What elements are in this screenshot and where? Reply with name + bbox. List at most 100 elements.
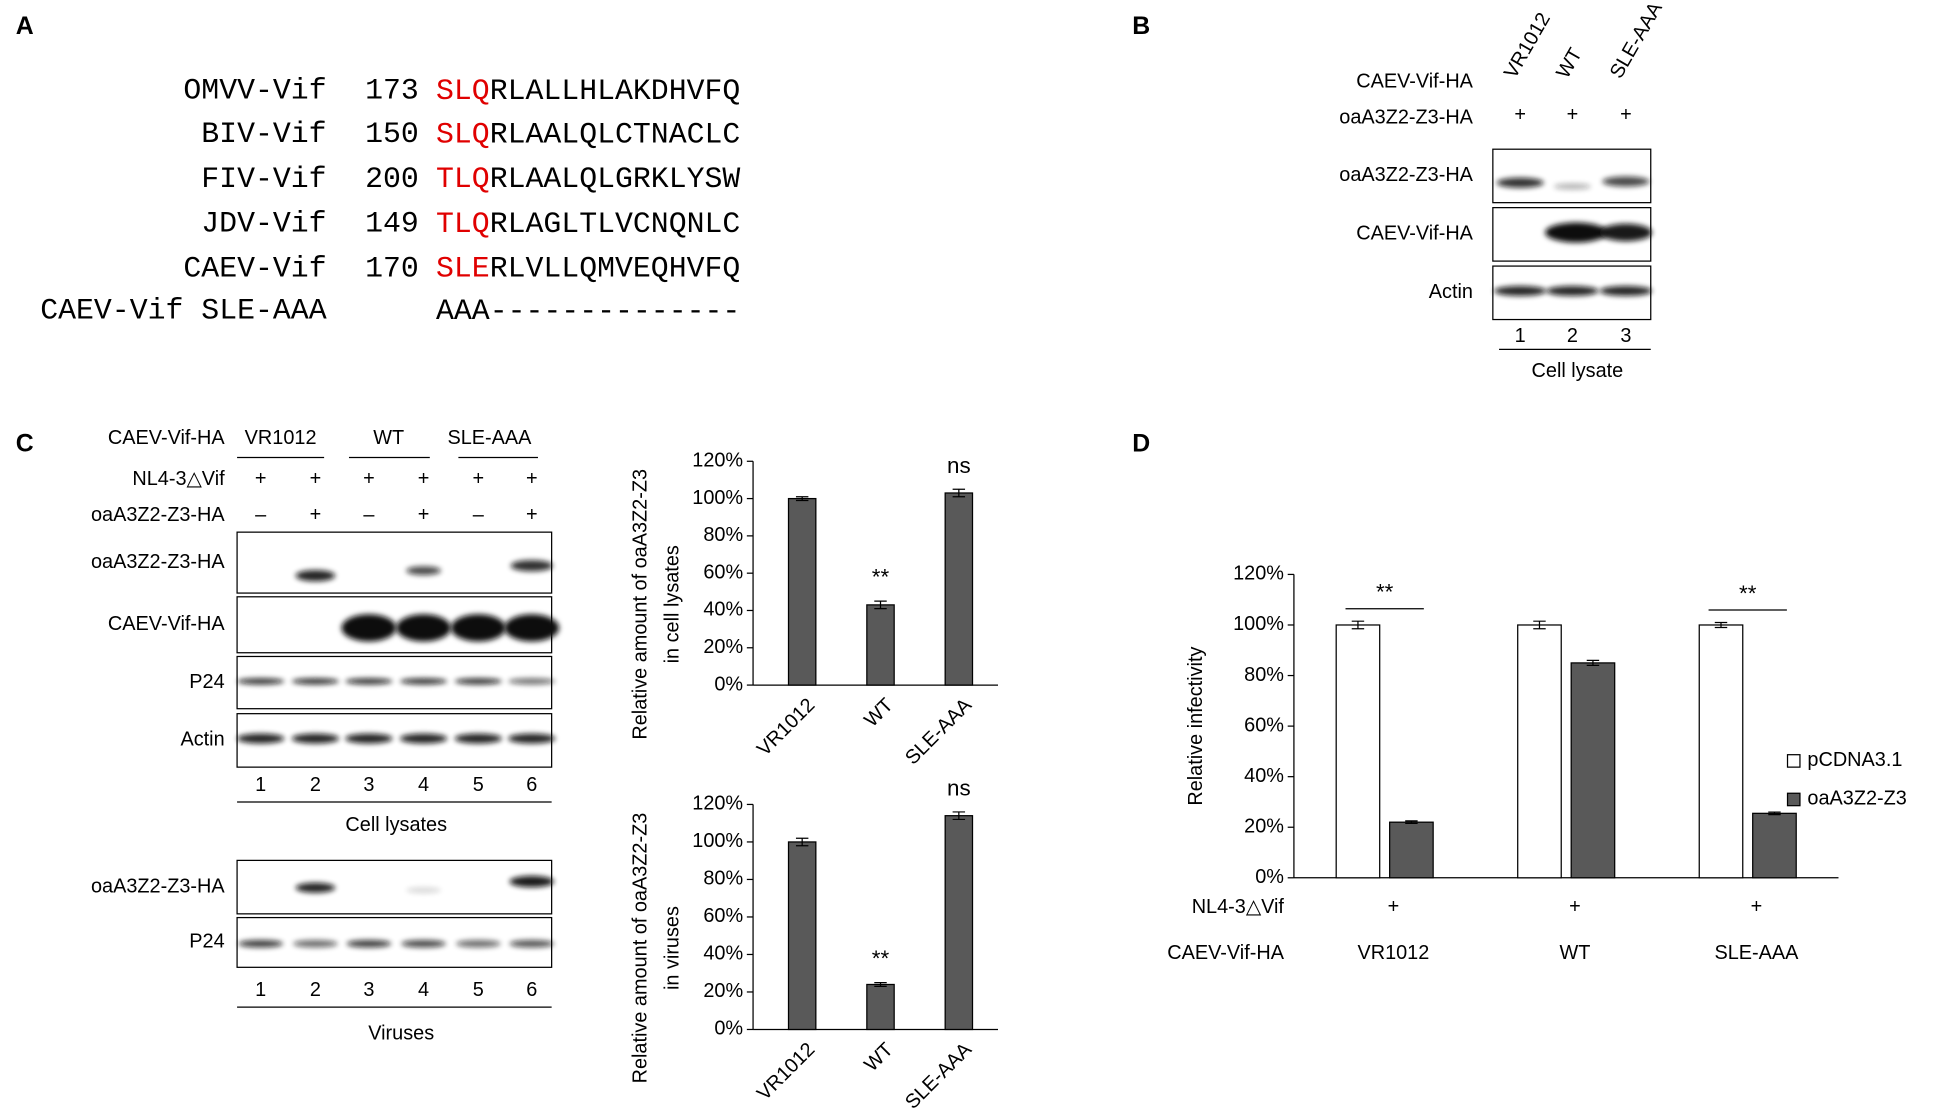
y-tick-label: 100% <box>692 487 743 509</box>
sequence: TLQRLAALQLGRKLYSW <box>436 162 740 196</box>
blot-band <box>509 939 555 948</box>
label: 1 <box>255 979 266 1001</box>
sequence: TLQRLAGLTLVCNQNLC <box>436 207 740 241</box>
label: oaA3Z2-Z3-HA <box>91 875 225 897</box>
label: – <box>255 504 267 526</box>
y-tick-label: 60% <box>703 561 743 583</box>
label: + <box>310 468 322 490</box>
significance: ns <box>947 775 971 800</box>
y-tick-label: 0% <box>714 673 743 695</box>
blot-band <box>345 678 393 685</box>
sequence-rest: RLAALQLCTNACLC <box>490 117 741 151</box>
condition-sign: + <box>1751 896 1763 918</box>
sequence-rest: RLALLHLAKDHVFQ <box>490 74 741 108</box>
bar <box>944 492 974 686</box>
label: 4 <box>418 979 429 1001</box>
sequence: AAA-------------- <box>436 294 740 328</box>
bar <box>1335 624 1381 879</box>
label: 5 <box>473 774 484 796</box>
blot-band <box>1602 176 1650 187</box>
label: 2 <box>310 979 321 1001</box>
label: + <box>1514 104 1526 126</box>
bar <box>1389 821 1434 879</box>
blot-band <box>1553 183 1592 190</box>
motif: SLE <box>436 251 490 285</box>
label: 5 <box>473 979 484 1001</box>
label: Cell lysate <box>1532 360 1624 382</box>
blot-band <box>399 678 448 685</box>
error-bar <box>795 837 809 847</box>
significance: ** <box>872 946 890 971</box>
blot-band <box>293 939 338 948</box>
y-tick-label: 80% <box>1244 664 1284 686</box>
bar <box>866 983 895 1031</box>
blot-band <box>454 733 502 744</box>
label: CAEV-Vif-HA <box>108 613 225 635</box>
label: – <box>473 504 485 526</box>
label: – <box>363 504 375 526</box>
legend-swatch <box>1786 754 1801 768</box>
legend-label: oaA3Z2-Z3 <box>1807 788 1906 810</box>
error-bar <box>874 600 887 610</box>
row-label: NL4-3△Vif <box>1192 896 1285 918</box>
y-tick-label: 120% <box>1233 563 1284 585</box>
error-bar <box>1351 620 1365 630</box>
sequence-rest: RLAALQLGRKLYSW <box>490 162 741 196</box>
significance: ** <box>1376 580 1394 605</box>
bar <box>787 841 817 1031</box>
legend-swatch <box>1786 792 1801 807</box>
label: + <box>310 504 322 526</box>
condition-sign: + <box>1569 896 1581 918</box>
sequence-name: JDV-Vif <box>201 207 326 241</box>
sequence-rest: RLAGLTLVCNQNLC <box>490 207 741 241</box>
label: + <box>363 468 375 490</box>
blot-frame <box>236 916 553 968</box>
label: NL4-3△Vif <box>132 468 225 490</box>
sequence-position: 149 <box>365 207 419 241</box>
error-bar <box>1405 820 1418 825</box>
blot-band <box>1599 223 1652 242</box>
motif: SLQ <box>436 74 490 108</box>
label: 4 <box>418 774 429 796</box>
label: + <box>526 468 538 490</box>
label: 3 <box>1620 325 1631 347</box>
legend-label: pCDNA3.1 <box>1807 749 1902 771</box>
y-tick-label: 120% <box>692 450 743 472</box>
x-tick-label: WT <box>860 694 897 731</box>
y-tick-label: 80% <box>703 524 743 546</box>
blot-band <box>454 678 502 685</box>
error-bar <box>952 811 966 821</box>
y-axis-label: in cell lysates <box>662 545 684 663</box>
sequence-name: OMVV-Vif <box>183 74 326 108</box>
panel-letter: A <box>16 12 34 40</box>
label: Cell lysates <box>345 814 447 836</box>
sequence-rest: RLVLLQMVEQHVFQ <box>490 251 741 285</box>
label: 3 <box>363 774 374 796</box>
panel-letter: C <box>16 430 34 458</box>
panel-letter: B <box>1132 12 1150 40</box>
label: oaA3Z2-Z3-HA <box>1339 164 1473 186</box>
y-tick-label: 20% <box>703 980 743 1002</box>
label: WT <box>373 427 404 449</box>
y-tick-label: 120% <box>692 793 743 815</box>
label: + <box>472 468 484 490</box>
blot-band <box>396 614 451 642</box>
blot-band <box>399 733 448 744</box>
y-tick-label: 20% <box>703 636 743 658</box>
bar <box>944 815 974 1031</box>
label: VR1012 <box>1500 9 1555 82</box>
blot-band <box>341 614 397 642</box>
motif: TLQ <box>436 162 490 196</box>
label: 2 <box>1567 325 1578 347</box>
blot-band <box>455 939 501 948</box>
sequence-name: BIV-Vif <box>201 117 326 151</box>
label: VR1012 <box>245 427 317 449</box>
error-bar <box>1714 621 1728 629</box>
y-tick-label: 0% <box>1255 866 1284 888</box>
y-tick-label: 40% <box>703 599 743 621</box>
bar <box>1752 812 1797 879</box>
blot-band <box>508 678 556 685</box>
blot-band <box>295 570 336 582</box>
y-tick-label: 100% <box>692 830 743 852</box>
